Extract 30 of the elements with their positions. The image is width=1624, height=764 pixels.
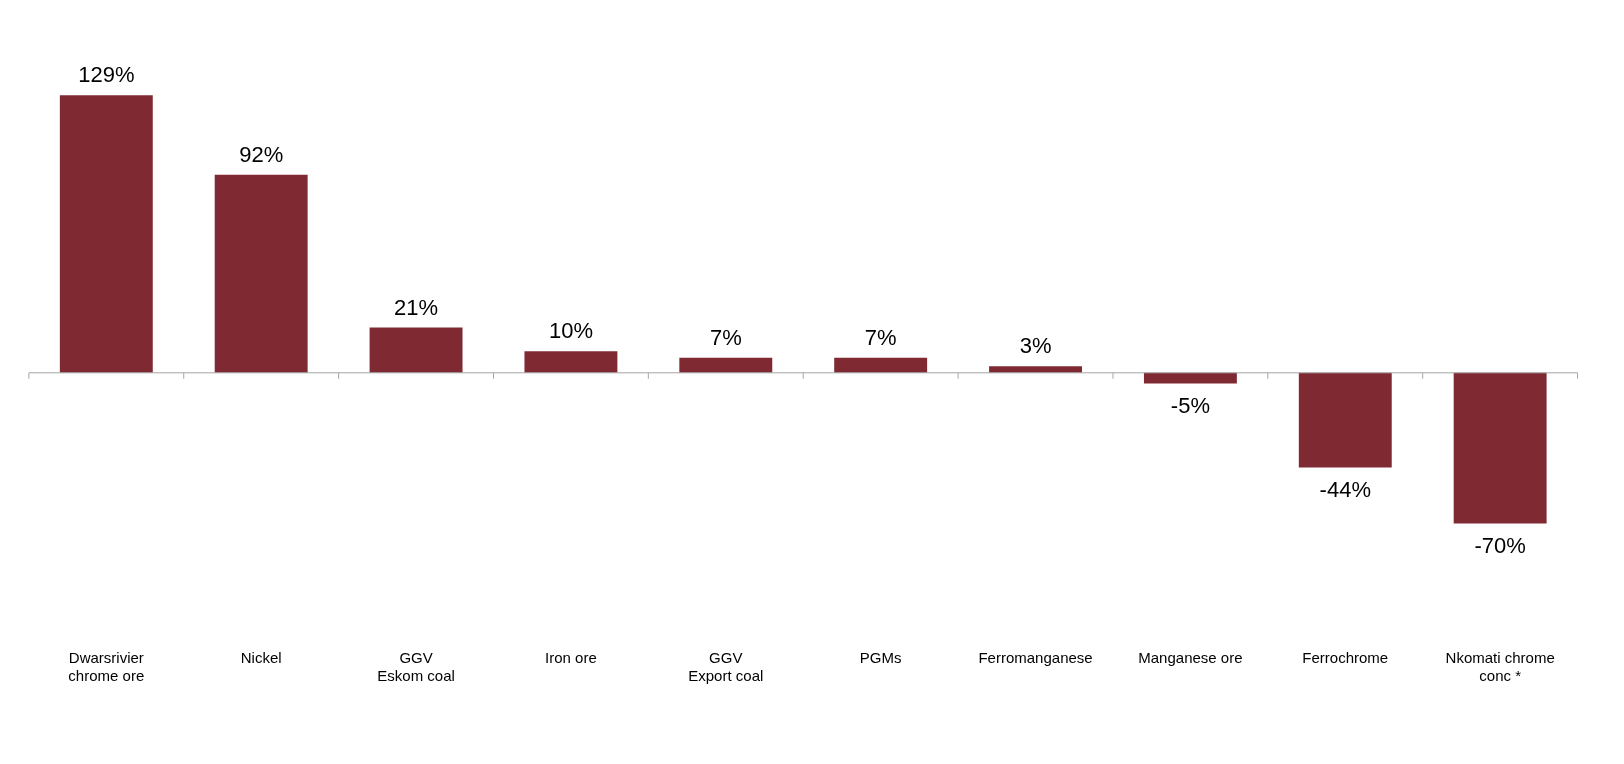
bar [369, 327, 463, 373]
x-tick-label: Nickel [240, 649, 282, 667]
bar [524, 351, 618, 373]
data-label: -5% [1170, 392, 1210, 418]
x-tick-label: Nkomati chrome conc * [1445, 649, 1555, 685]
data-label: 129% [78, 62, 135, 88]
bar [214, 174, 308, 373]
x-tick-label: Ferrochrome [1302, 649, 1389, 667]
data-label: 3% [1019, 333, 1052, 359]
data-label: -70% [1474, 532, 1526, 558]
data-label: 92% [239, 141, 284, 167]
x-tick-label: Ferromanganese [978, 649, 1093, 667]
x-tick-label: GGV Export coal [688, 649, 764, 685]
x-tick-label: Dwarsrivier chrome ore [68, 649, 145, 685]
bar [1298, 372, 1392, 468]
bar [834, 357, 928, 373]
x-tick-label: GGV Eskom coal [377, 649, 455, 685]
bar [679, 357, 773, 373]
data-label: 7% [864, 324, 897, 350]
x-tick-label: Manganese ore [1138, 649, 1243, 667]
bar [989, 366, 1082, 373]
x-tick-label: Iron ore [545, 649, 597, 667]
data-label: 7% [709, 324, 742, 350]
data-label: -44% [1319, 476, 1371, 502]
bar [1453, 372, 1547, 524]
data-label: 21% [394, 294, 439, 320]
x-tick-label: PGMs [859, 649, 902, 667]
bar [1143, 372, 1237, 384]
bar [59, 95, 153, 373]
data-label: 10% [548, 318, 593, 344]
